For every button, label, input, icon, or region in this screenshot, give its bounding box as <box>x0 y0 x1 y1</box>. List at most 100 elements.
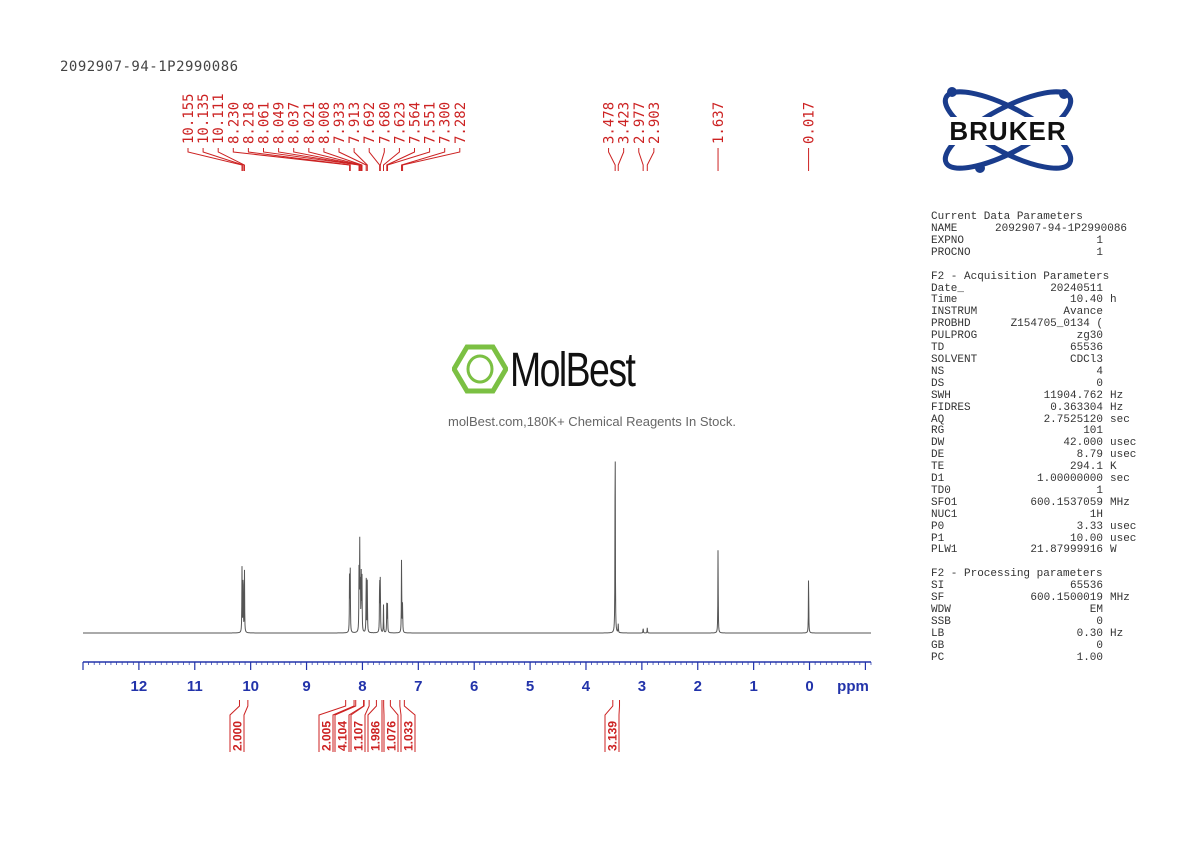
param-key: SFO1 <box>931 496 958 509</box>
param-unit: usec <box>1110 532 1137 545</box>
param-unit: MHz <box>1110 592 1130 605</box>
section-title: Current Data Parameters <box>931 211 1083 223</box>
integral-bracket <box>334 700 357 752</box>
section-title: F2 - Acquisition Parameters <box>931 270 1110 283</box>
param-unit: usec <box>1110 520 1137 533</box>
param-row: PLW1 21.87999916 W <box>931 545 1151 557</box>
param-key: NUC1 <box>931 508 958 521</box>
param-row: AQ 2.7525120 sec <box>931 413 1151 427</box>
param-unit <box>1103 605 1110 617</box>
param-row: SWH 11904.762 Hz <box>931 390 1151 403</box>
param-key: P0 <box>931 520 945 533</box>
param-unit <box>1103 331 1110 343</box>
peak-connector <box>383 148 400 171</box>
peak-connector <box>646 148 655 171</box>
param-unit: MHz <box>1110 496 1130 509</box>
param-key: SF <box>931 592 945 605</box>
integral-bracket <box>364 700 370 752</box>
param-row: PC 1.00 <box>931 652 1151 665</box>
tick-label: 5 <box>526 678 534 695</box>
param-key: DE <box>931 449 945 462</box>
param-unit: usec <box>1110 437 1137 450</box>
param-unit <box>1103 367 1110 379</box>
param-value: 4 <box>1096 365 1103 378</box>
integral-bracket <box>403 700 416 752</box>
param-row: P0 3.33 usec <box>931 520 1151 534</box>
param-row: EXPNO 1 <box>931 235 1151 248</box>
param-row: NUC1 1H <box>931 508 1151 522</box>
param-value: 0 <box>1096 616 1103 628</box>
peak-connector <box>338 148 367 171</box>
param-value: 0 <box>1096 377 1103 390</box>
integral-label: 1.107 <box>352 721 366 751</box>
param-key: SOLVENT <box>931 353 978 366</box>
param-value: 1H <box>1089 508 1103 521</box>
sample-id: 2092907-94-1P2990086 <box>60 59 239 75</box>
param-value: 0.30 <box>1076 627 1103 640</box>
param-unit <box>1103 510 1110 522</box>
param-row: Date_ 20240511 <box>931 282 1151 296</box>
param-key: SI <box>931 580 945 593</box>
peak-connector <box>387 148 431 171</box>
tick-label: 3 <box>638 678 646 695</box>
tick-label: 6 <box>470 678 478 695</box>
tick-label: 4 <box>582 678 591 695</box>
param-value: 101 <box>1083 425 1103 438</box>
param-key: TD0 <box>931 484 951 497</box>
peak-label: 8.008 <box>317 102 333 144</box>
peak-label: 2.903 <box>647 102 663 144</box>
tick-label: 9 <box>302 678 310 695</box>
param-unit <box>1103 284 1110 296</box>
param-unit <box>1103 355 1110 367</box>
param-row: NAME 2092907-94-1P2990086 <box>931 222 1151 236</box>
integral-bracket <box>367 700 377 752</box>
peak-label: 10.155 <box>181 93 197 144</box>
param-value: Z154705_0134 ( <box>1010 318 1103 331</box>
param-key: SSB <box>931 616 951 628</box>
peak-connector <box>323 148 363 171</box>
param-unit: sec <box>1110 473 1130 486</box>
peak-connector <box>401 148 446 171</box>
param-key: AQ <box>931 413 945 426</box>
param-key: D1 <box>931 473 945 486</box>
peak-label: 1.637 <box>711 102 727 144</box>
peak-label: 8.049 <box>272 102 288 144</box>
param-value: 10.40 <box>1069 294 1103 307</box>
param-row: DE 8.79 usec <box>931 449 1151 462</box>
integral-bracket <box>604 700 614 752</box>
param-row: LB 0.30 Hz <box>931 627 1151 641</box>
param-row: DW 42.000 usec <box>931 437 1151 450</box>
tick-label: 1 <box>749 678 757 695</box>
param-value: 294.1 <box>1069 461 1103 474</box>
peak-label: 3.478 <box>602 102 618 144</box>
tick-label: 10 <box>242 678 259 695</box>
x-axis-label: ppm <box>837 678 869 695</box>
param-key: DW <box>931 437 945 450</box>
peak-label: 7.692 <box>362 102 378 144</box>
param-value: EM <box>1089 604 1103 617</box>
param-key: NS <box>931 365 945 378</box>
param-unit <box>1103 426 1110 438</box>
param-unit: W <box>1110 544 1117 557</box>
param-unit <box>1103 617 1110 629</box>
peak-label: 3.423 <box>617 102 633 144</box>
param-unit <box>1103 224 1110 236</box>
processing-parameters: F2 - Processing parameters SI 65536 SF 600.… <box>931 568 1151 665</box>
peak-connector <box>202 148 244 171</box>
integral-label: 2.000 <box>231 721 245 751</box>
param-unit: K <box>1110 461 1117 474</box>
param-unit <box>1103 486 1110 498</box>
param-key: NAME <box>931 222 958 235</box>
integral-label: 1.986 <box>369 721 383 751</box>
param-value: 20240511 <box>1050 282 1103 295</box>
tick-label: 12 <box>131 678 148 695</box>
param-key: PULPROG <box>931 330 978 343</box>
peak-connector <box>638 148 644 171</box>
integral-label: 4.104 <box>336 721 350 751</box>
peak-label-connectors <box>187 148 810 171</box>
integral-bracket <box>350 700 365 752</box>
param-value: zg30 <box>1076 330 1103 343</box>
param-key: TD <box>931 342 945 355</box>
integral-label: 2.005 <box>320 721 334 751</box>
peak-connector <box>353 148 368 171</box>
